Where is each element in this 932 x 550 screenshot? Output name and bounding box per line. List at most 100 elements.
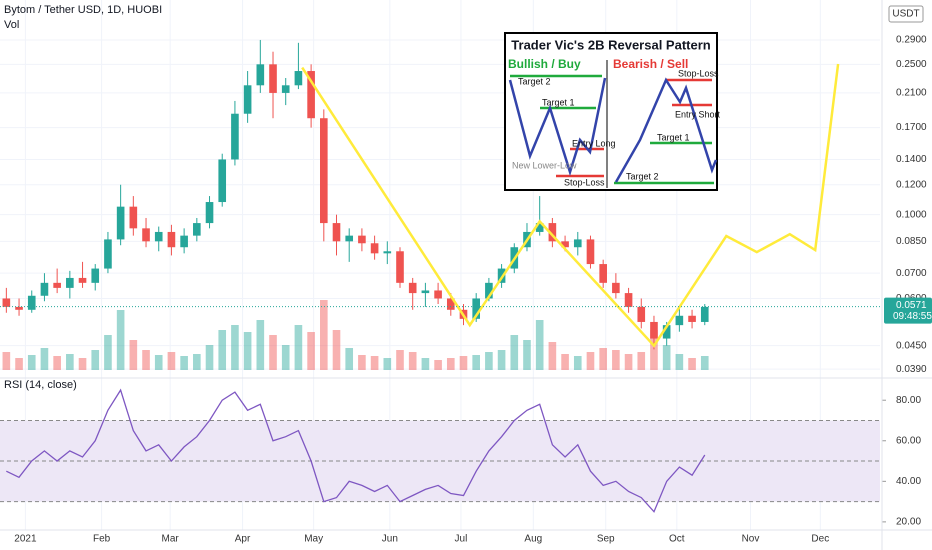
volume-bar (408, 352, 417, 370)
x-tick-label: Jun (382, 534, 398, 545)
bearish-path (614, 77, 718, 183)
candle-body (269, 64, 277, 93)
candle-body (688, 315, 696, 322)
candle-body (332, 223, 341, 242)
candle-body (78, 277, 87, 283)
volume-bar (66, 354, 74, 370)
volume-bar (205, 345, 214, 370)
currency-box[interactable] (888, 5, 924, 23)
candle-body (650, 321, 658, 339)
candle-body (675, 315, 684, 326)
candle-body (193, 223, 201, 236)
volume-bar (218, 330, 227, 370)
candle-body (370, 243, 379, 254)
inset-label: Stop-Loss (678, 68, 719, 78)
candle-body (446, 298, 455, 310)
volume-bar (497, 350, 506, 370)
candle-body (320, 118, 328, 224)
last-price-label: 0.0571 (896, 300, 927, 311)
volume-bar (510, 335, 519, 370)
level-lines (510, 74, 714, 185)
y-tick-label: 0.0450 (896, 340, 927, 351)
volume-bar (383, 358, 392, 370)
candle-body (396, 251, 404, 283)
candle-body (358, 235, 366, 244)
volume-bar (78, 358, 87, 370)
candle-body (27, 295, 36, 310)
candle-body (345, 235, 354, 242)
volume-bar (27, 355, 36, 370)
volume-bar (320, 300, 328, 370)
inset-label: New Lower-Low (512, 160, 577, 170)
candle-body (142, 228, 150, 242)
x-tick-label: Feb (93, 534, 111, 545)
y-tick-label: 0.0850 (896, 236, 927, 247)
candle-body (256, 64, 265, 86)
volume-bar (548, 342, 557, 370)
candle-body (561, 241, 569, 248)
volume-bar (358, 355, 366, 370)
inset-label: Target 2 (626, 171, 659, 181)
trend-drawing (301, 63, 840, 348)
volume-bar (624, 354, 633, 370)
volume-bar (434, 360, 442, 370)
rsi-pane (0, 388, 886, 523)
volume-bar (523, 340, 531, 370)
candle-body (700, 306, 709, 322)
volume-bar (485, 352, 493, 370)
volume-bar (154, 355, 163, 370)
volume-bar (472, 355, 480, 370)
candle-body (40, 282, 49, 296)
candle-body (231, 113, 239, 160)
volume-bar (294, 325, 303, 370)
countdown: 09:48:55 (893, 311, 932, 322)
candle-body (294, 71, 303, 86)
volume-bar (91, 350, 100, 370)
candle-body (637, 306, 646, 322)
volume-bar (459, 356, 468, 370)
candle-body (281, 85, 290, 93)
volume-bar (180, 356, 188, 370)
candle-body (167, 231, 176, 248)
bearish-title: Bearish / Sell (613, 57, 688, 71)
x-tick-label: Nov (742, 534, 760, 545)
volume-bar (573, 356, 582, 370)
volume-bar (2, 352, 11, 370)
y-tick-label: 0.2100 (896, 88, 927, 99)
volume-bar (256, 320, 265, 370)
candle-body (307, 71, 315, 119)
volume-bar (129, 340, 138, 370)
volume-bar (688, 358, 696, 370)
x-tick-label: Apr (235, 534, 251, 545)
candle-body (599, 264, 607, 283)
volume-bar (535, 320, 544, 370)
y-tick-label: 0.0700 (896, 268, 927, 279)
candle-body (205, 202, 214, 224)
x-tick-label: Sep (597, 534, 615, 545)
inset-box (504, 32, 718, 191)
last-price-box (884, 297, 932, 324)
candle-body (485, 282, 493, 299)
y-tick-label: 0.1400 (896, 154, 927, 165)
candle-body (662, 325, 671, 339)
x-tick-label: Aug (524, 534, 542, 545)
volume-bar (421, 358, 430, 370)
x-tick-label: Oct (669, 534, 685, 545)
y-tick-label: 0.2500 (896, 59, 927, 70)
volume-bar (281, 345, 290, 370)
candle-body (421, 290, 430, 294)
candle-body (586, 239, 595, 265)
volume-bar (586, 352, 595, 370)
inset-title: Trader Vic's 2B Reversal Pattern (511, 37, 710, 52)
candle-body (15, 306, 23, 310)
y-tick-label: 20.00 (896, 517, 921, 528)
y-tick-label: 0.1000 (896, 209, 927, 220)
candle-body (116, 206, 125, 240)
chart-title: Bytom / Tether USD, 1D, HUOBI (4, 4, 162, 16)
volume-bar (675, 354, 684, 370)
candle-body (573, 239, 582, 248)
x-tick-label: Mar (162, 534, 180, 545)
x-tick-label: 2021 (14, 534, 37, 545)
inset-label: Target 2 (518, 76, 551, 86)
